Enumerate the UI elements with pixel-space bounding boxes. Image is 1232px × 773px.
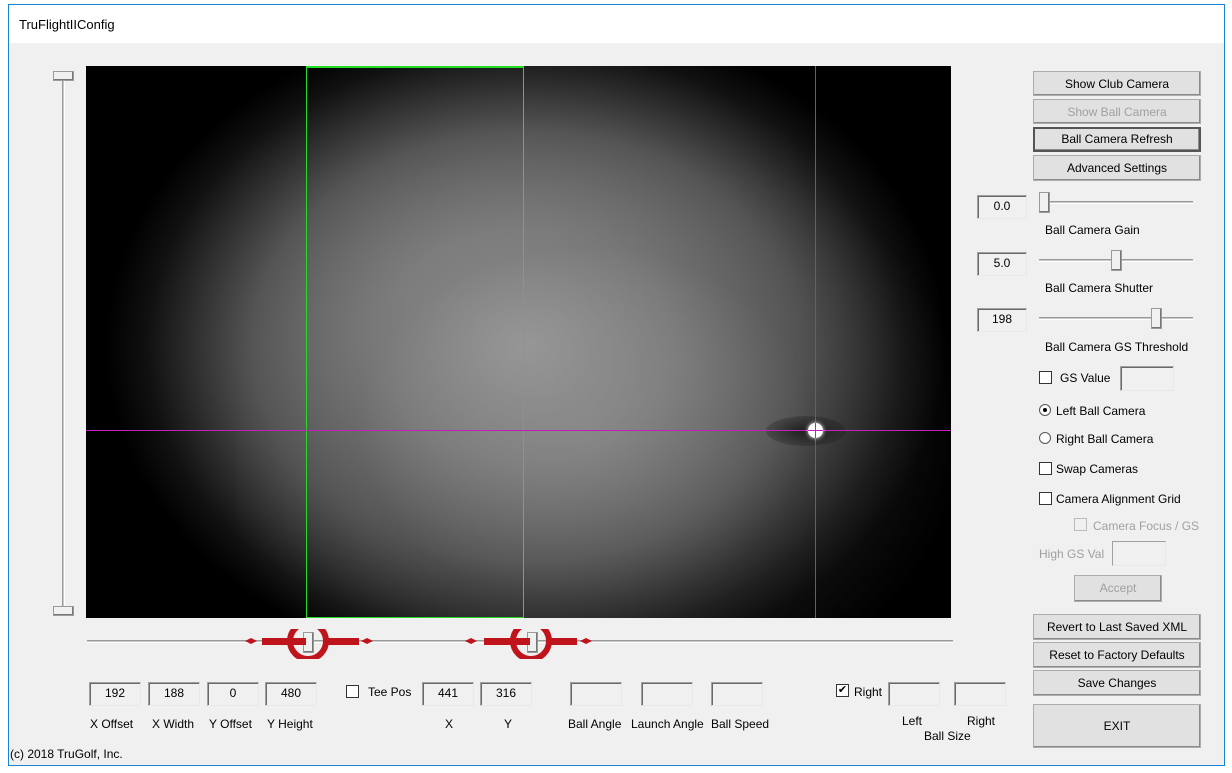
ball-size-right-label: Right — [967, 714, 996, 728]
ball-size-left-label: Left — [902, 714, 923, 728]
x-label: X — [445, 717, 454, 731]
tee-pos-label: Tee Pos — [368, 685, 412, 699]
camera-alignment-grid-checkbox[interactable] — [1039, 492, 1052, 505]
vertical-slider-top-thumb[interactable] — [53, 71, 74, 81]
horizontal-slider[interactable] — [87, 629, 953, 659]
exit-button[interactable]: EXIT — [1033, 704, 1201, 748]
x-offset-label: X Offset — [90, 717, 134, 731]
swap-cameras-checkbox[interactable] — [1039, 462, 1052, 475]
show-club-camera-button[interactable]: Show Club Camera — [1033, 71, 1201, 96]
ball-camera-view[interactable] — [86, 66, 951, 618]
ball-speed-field[interactable] — [711, 682, 763, 706]
swap-cameras-label: Swap Cameras — [1056, 462, 1139, 476]
ball-speed-label: Ball Speed — [711, 717, 770, 731]
gs-value-checkbox[interactable] — [1039, 371, 1052, 384]
gs-value-label: GS Value — [1060, 371, 1111, 385]
ball-size-left-field[interactable] — [888, 682, 940, 706]
threshold-slider[interactable] — [1039, 306, 1193, 332]
app-window: TruFlightIIConfig 192 188 0 480 X Offset… — [8, 4, 1225, 766]
shutter-label: Ball Camera Shutter — [1045, 281, 1154, 295]
advanced-settings-button[interactable]: Advanced Settings — [1033, 155, 1201, 181]
tee-pos-checkbox[interactable] — [346, 685, 359, 698]
x-width-label: X Width — [152, 717, 195, 731]
crosshair-horizontal — [86, 430, 951, 431]
camera-alignment-grid-label: Camera Alignment Grid — [1056, 492, 1181, 506]
left-ball-camera-radio[interactable] — [1039, 404, 1051, 416]
left-ball-camera-label: Left Ball Camera — [1056, 404, 1146, 418]
y-height-field[interactable]: 480 — [265, 682, 317, 706]
show-ball-camera-button[interactable]: Show Ball Camera — [1033, 99, 1201, 124]
ball-angle-field[interactable] — [570, 682, 622, 706]
save-changes-button[interactable]: Save Changes — [1033, 670, 1201, 696]
roi-rectangle — [306, 66, 524, 618]
copyright: (c) 2018 TruGolf, Inc. — [10, 747, 123, 761]
vertical-slider-bottom-thumb[interactable] — [53, 606, 74, 616]
shutter-slider[interactable] — [1039, 248, 1193, 274]
shutter-slider-thumb[interactable] — [1110, 250, 1122, 271]
threshold-slider-thumb[interactable] — [1150, 308, 1162, 329]
gain-field[interactable]: 0.0 — [977, 195, 1027, 219]
gain-slider-thumb[interactable] — [1039, 192, 1050, 213]
ball-camera-refresh-button[interactable]: Ball Camera Refresh — [1033, 127, 1201, 152]
launch-angle-label: Launch Angle — [631, 717, 704, 731]
ball-size-label: Ball Size — [924, 729, 971, 743]
accept-button[interactable]: Accept — [1074, 575, 1162, 602]
right-ball-camera-label: Right Ball Camera — [1056, 432, 1154, 446]
high-gs-val-label: High GS Val — [1039, 547, 1105, 561]
ball-angle-label: Ball Angle — [568, 717, 622, 731]
y-label: Y — [504, 717, 513, 731]
high-gs-val-field[interactable] — [1112, 541, 1166, 566]
gain-label: Ball Camera Gain — [1045, 223, 1140, 237]
gain-slider[interactable] — [1039, 190, 1193, 216]
y-height-label: Y Height — [267, 717, 313, 731]
right-ball-camera-radio[interactable] — [1039, 432, 1051, 444]
gs-value-field[interactable] — [1120, 366, 1174, 391]
reset-defaults-button[interactable]: Reset to Factory Defaults — [1033, 642, 1201, 668]
y-offset-label: Y Offset — [209, 717, 252, 731]
camera-focus-gs-label: Camera Focus / GS — [1093, 519, 1200, 533]
annotation-overlay — [245, 629, 592, 659]
crosshair-vertical — [815, 66, 816, 618]
threshold-field[interactable]: 198 — [977, 308, 1027, 332]
right-checkbox-label: Right — [854, 685, 883, 699]
y-field[interactable]: 316 — [480, 682, 532, 706]
camera-focus-gs-checkbox[interactable] — [1074, 518, 1087, 531]
x-field[interactable]: 441 — [422, 682, 474, 706]
x-offset-field[interactable]: 192 — [89, 682, 141, 706]
launch-angle-field[interactable] — [641, 682, 693, 706]
vertical-slider[interactable] — [53, 71, 75, 617]
title-bar: TruFlightIIConfig — [9, 5, 1224, 43]
revert-button[interactable]: Revert to Last Saved XML — [1033, 614, 1201, 640]
ball-size-right-field[interactable] — [954, 682, 1006, 706]
x-width-field[interactable]: 188 — [148, 682, 200, 706]
shutter-field[interactable]: 5.0 — [977, 252, 1027, 276]
right-checkbox[interactable]: ✔ — [836, 684, 849, 697]
window-title: TruFlightIIConfig — [19, 17, 115, 32]
y-offset-field[interactable]: 0 — [207, 682, 259, 706]
threshold-label: Ball Camera GS Threshold — [1045, 340, 1189, 354]
